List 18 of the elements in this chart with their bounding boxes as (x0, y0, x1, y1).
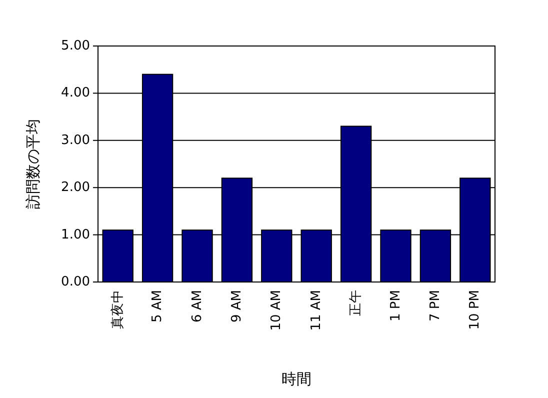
x-tick-label: 5 AM (150, 290, 166, 323)
x-tick-label: 7 PM (428, 290, 443, 322)
x-tick-label: 真夜中 (109, 290, 126, 329)
y-axis-title: 訪問数の平均 (24, 119, 42, 209)
x-tick-label: 正午 (348, 290, 364, 316)
x-tick-label: 11 AM (308, 290, 324, 331)
x-tick-label: 6 AM (190, 290, 205, 323)
y-tick-label: 0.00 (61, 274, 90, 290)
x-tick-label: 10 AM (269, 290, 284, 331)
x-tick-label: 9 AM (229, 290, 244, 323)
x-tick-label: 1 PM (388, 290, 404, 322)
y-tick-label: 5.00 (61, 38, 90, 54)
x-axis-title: 時間 (282, 370, 312, 388)
y-tick-label: 3.00 (61, 132, 90, 148)
y-tick-label: 2.00 (61, 180, 90, 196)
y-tick-label: 1.00 (61, 227, 90, 242)
x-tick-label: 10 PM (468, 290, 483, 330)
y-tick-label: 4.00 (61, 86, 90, 101)
